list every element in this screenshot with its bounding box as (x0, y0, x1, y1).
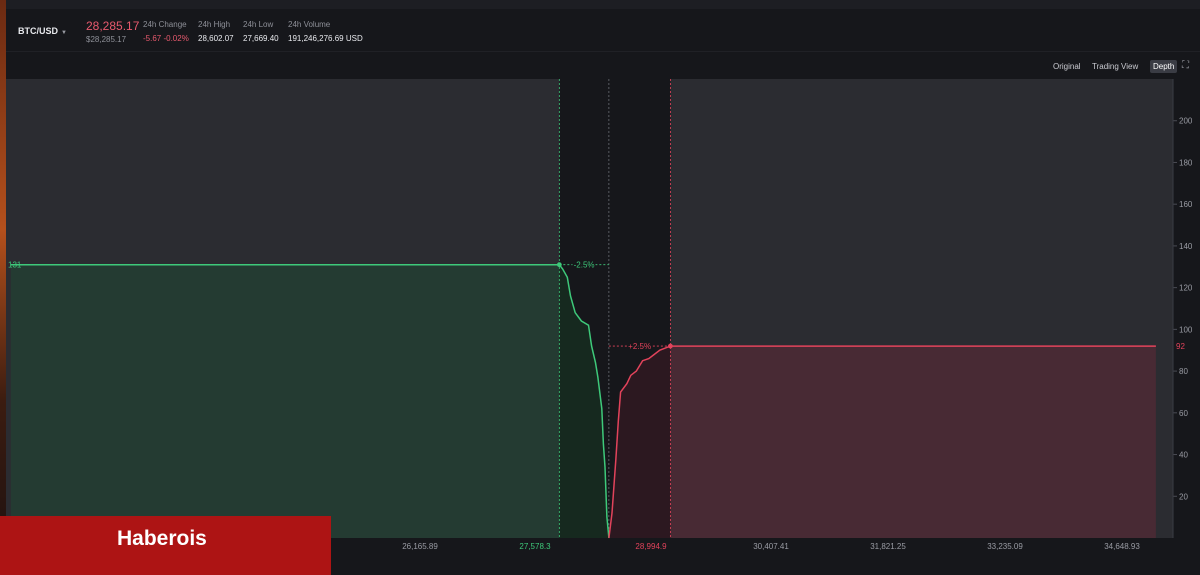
expand-icon[interactable]: ⛶ (1182, 60, 1189, 71)
stat-value: -5.67 -0.02% (143, 34, 189, 43)
ask-value-label: 92 (1176, 342, 1185, 351)
y-tick-label: 180 (1179, 158, 1193, 167)
bid-marker (556, 262, 562, 268)
stat-24h-volume: 24h Volume 191,246,276.69 USD (288, 20, 363, 43)
bid-value-label: 131 (8, 261, 22, 270)
stat-24h-low: 24h Low 27,669.40 (243, 20, 279, 43)
last-price-usd: $28,285.17 (86, 35, 127, 44)
stat-value: 27,669.40 (243, 34, 279, 43)
watermark-banner: Haberois (0, 516, 331, 575)
x-tick-label: 30,407.41 (753, 542, 789, 551)
last-price: 28,285.17 (86, 19, 140, 33)
y-tick-label: 200 (1179, 117, 1193, 126)
bid-area (10, 264, 609, 538)
ask-pct-label: +2.5% (628, 342, 651, 351)
stat-24h-high: 24h High 28,602.07 (198, 20, 234, 43)
bid-line (10, 263, 610, 539)
pair-selector[interactable]: BTC/USD ▼ (18, 26, 67, 36)
x-tick-label: 33,235.09 (987, 542, 1023, 551)
y-tick-label: 120 (1179, 284, 1193, 293)
background-strip (0, 0, 6, 575)
stat-label: 24h Volume (288, 20, 331, 29)
stat-value: 191,246,276.69 USD (288, 34, 363, 43)
y-tick-label: 60 (1179, 409, 1188, 418)
ask-inner-area (608, 346, 671, 538)
x-tick-label: 26,165.89 (402, 542, 438, 551)
top-bar (6, 0, 1200, 9)
stat-24h-change: 24h Change -5.67 -0.02% (143, 20, 189, 43)
y-tick-label: 100 (1179, 325, 1193, 334)
y-tick-label: 160 (1179, 200, 1193, 209)
x-tick-label: 27,578.3 (519, 542, 551, 551)
stat-label: 24h Low (243, 20, 274, 29)
stat-label: 24h Change (143, 20, 187, 29)
view-original-button[interactable]: Original (1053, 62, 1081, 71)
x-tick-label: 28,994.9 (635, 542, 667, 551)
stat-label: 24h High (198, 20, 231, 29)
ticker-header: BTC/USD ▼ 28,285.17 $28,285.17 24h Change… (6, 9, 1200, 51)
ask-line (608, 345, 1156, 539)
y-tick-label: 80 (1179, 367, 1188, 376)
ask-marker (667, 343, 673, 349)
bid-inner-area (559, 264, 609, 538)
chevron-down-icon: ▼ (61, 30, 67, 36)
chart-toolbar: Original Trading View Depth ⛶ (6, 51, 1200, 80)
view-tradingview-button[interactable]: Trading View (1092, 62, 1139, 71)
y-tick-label: 20 (1179, 492, 1188, 501)
x-tick-label: 31,821.25 (870, 542, 906, 551)
watermark-text: Haberois (117, 527, 207, 550)
y-tick-label: 40 (1179, 451, 1188, 460)
x-tick-label: 34,648.93 (1104, 542, 1140, 551)
stat-value: 28,602.07 (198, 34, 234, 43)
bid-pct-label: -2.5% (574, 261, 595, 270)
y-tick-label: 140 (1179, 242, 1193, 251)
ask-area (608, 346, 1156, 538)
pair-label: BTC/USD (18, 26, 58, 36)
view-depth-button[interactable]: Depth (1150, 60, 1178, 73)
